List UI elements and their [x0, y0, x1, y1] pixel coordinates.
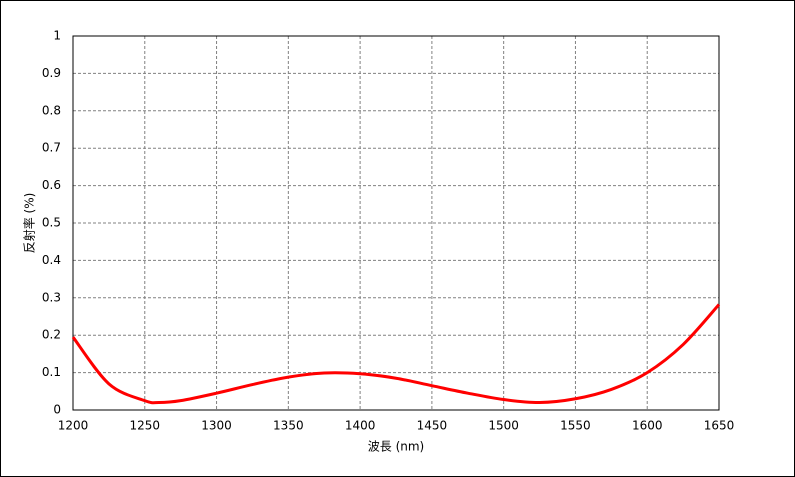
x-tick-label: 1300 [201, 419, 232, 433]
x-tick-label: 1400 [345, 419, 376, 433]
grid [72, 35, 720, 411]
x-tick-label: 1650 [704, 419, 735, 433]
y-tick-label: 0.7 [42, 141, 61, 155]
x-tick-label: 1450 [417, 419, 448, 433]
y-tick-label: 1 [53, 29, 61, 43]
x-tick-label: 1350 [273, 419, 304, 433]
y-tick-label: 0.2 [42, 328, 61, 342]
y-tick-label: 0.8 [42, 103, 61, 117]
plot-area [72, 35, 720, 411]
y-tick-label: 0 [53, 403, 61, 417]
y-tick-label: 0.6 [42, 178, 61, 192]
data-line [71, 303, 721, 405]
y-axis-label: 反射率 (%) [22, 193, 37, 254]
y-tick-label: 0.3 [42, 290, 61, 304]
x-tick-label: 1200 [58, 419, 89, 433]
x-tick-label: 1550 [560, 419, 591, 433]
x-tick-label: 1250 [130, 419, 161, 433]
y-tick-label: 0.1 [42, 365, 61, 379]
y-tick-label: 0.5 [42, 216, 61, 230]
y-tick-label: 0.4 [42, 253, 61, 267]
x-tick-label: 1500 [488, 419, 519, 433]
y-tick-label: 0.9 [42, 66, 61, 80]
x-axis-label: 波長 (nm) [368, 440, 424, 454]
x-tick-label: 1600 [632, 419, 663, 433]
